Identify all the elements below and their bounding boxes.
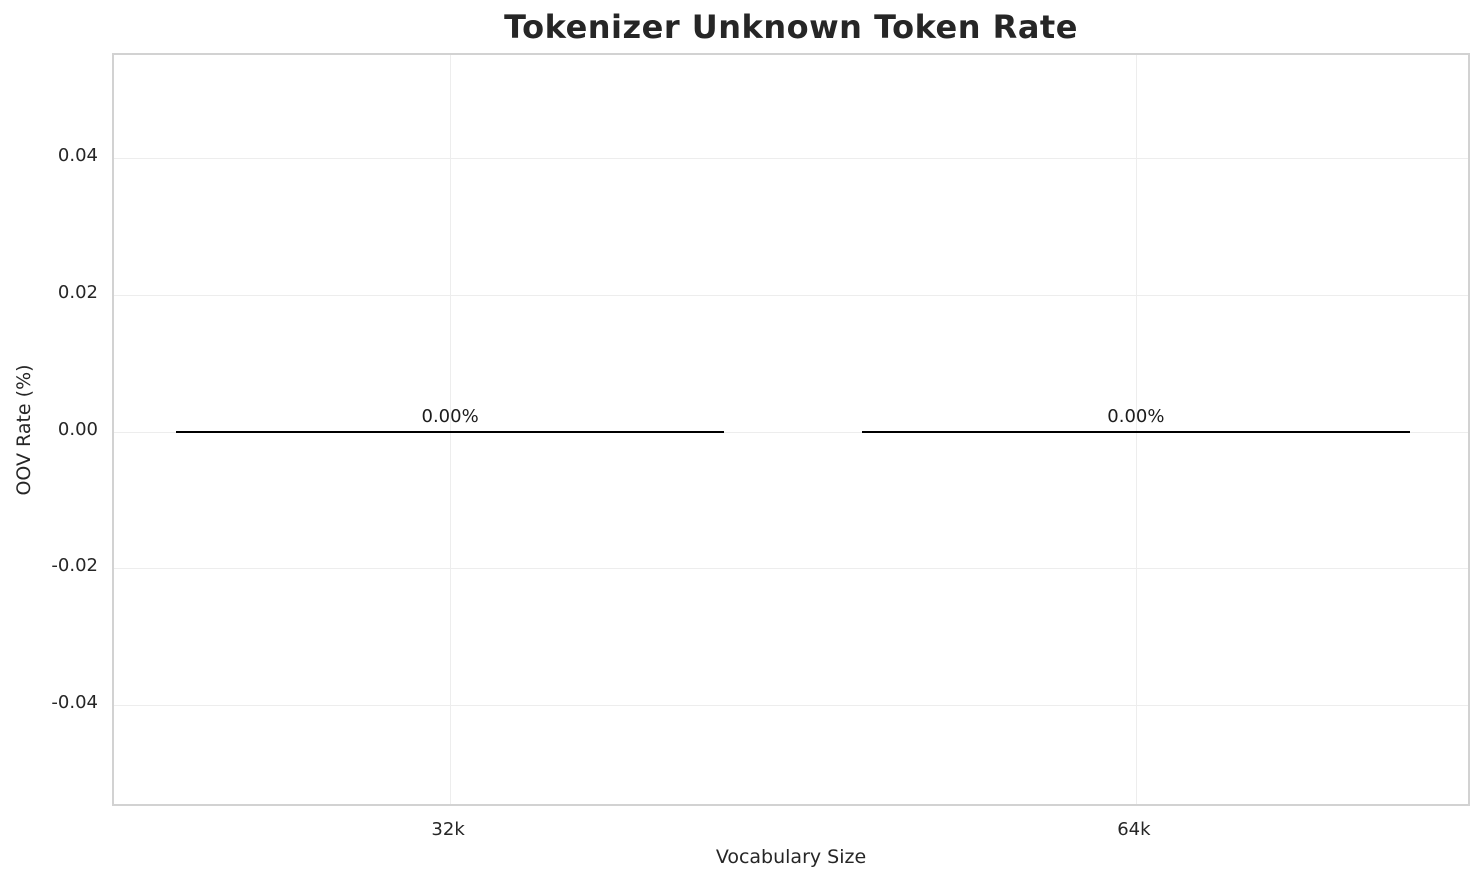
y-tick-label: 0.04 — [57, 144, 98, 166]
h-gridline — [114, 431, 1468, 433]
h-gridline — [114, 157, 1468, 159]
y-tick-label: -0.02 — [51, 555, 98, 577]
h-gridline — [114, 294, 1468, 296]
y-tick-label: -0.04 — [51, 692, 98, 714]
x-tick-label: 32k — [431, 819, 465, 840]
x-tick-label: 64k — [1117, 819, 1151, 840]
v-gridline — [450, 55, 452, 804]
x-axis-label: Vocabulary Size — [715, 846, 867, 868]
plot-area: 0.00% 0.00% — [112, 53, 1470, 806]
y-axis-label: OOV Rate (%) — [13, 364, 35, 496]
bar — [861, 430, 1411, 433]
bar-value-label: 0.00% — [421, 405, 479, 427]
chart-title: Tokenizer Unknown Token Rate — [504, 8, 1078, 46]
h-gridline — [114, 705, 1468, 707]
h-gridline — [114, 568, 1468, 570]
v-gridline — [1135, 55, 1137, 804]
bar — [175, 430, 725, 433]
y-tick-label: 0.00 — [57, 418, 98, 440]
bar-value-label: 0.00% — [1107, 405, 1165, 427]
y-tick-label: 0.02 — [57, 281, 98, 303]
